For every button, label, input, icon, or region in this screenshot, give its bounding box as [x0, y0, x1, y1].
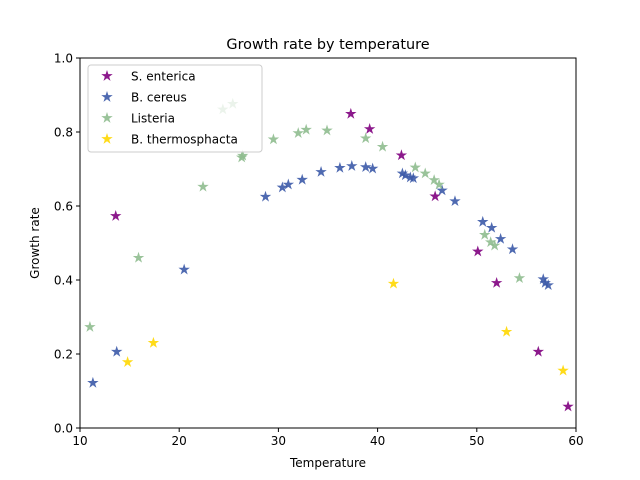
data-point-b-cereus-17	[449, 195, 461, 207]
data-point-s-enterica-4	[429, 190, 441, 202]
data-point-b-cereus-7	[315, 165, 327, 177]
series-s-enterica	[110, 107, 574, 412]
data-point-b-cereus-16	[436, 184, 448, 196]
data-point-b-cereus-13	[399, 169, 412, 181]
data-point-listeria-10	[321, 124, 333, 136]
legend-label-b-thermosphacta: B. thermosphacta	[131, 132, 238, 146]
data-point-s-enterica-5	[472, 245, 484, 257]
data-point-listeria-13	[409, 161, 421, 173]
data-point-b-cereus-18	[477, 215, 489, 227]
data-points	[84, 97, 574, 412]
data-point-b-thermosphacta-3	[500, 325, 513, 337]
data-point-b-cereus-19	[485, 221, 498, 233]
y-axis-ticks: 0.0 0.2 0.4 0.6 0.8 1.0	[54, 51, 80, 435]
data-point-b-cereus-23	[539, 276, 551, 288]
legend-label-listeria: Listeria	[131, 111, 175, 125]
y-axis-label: Growth rate	[28, 207, 42, 279]
legend-marker-b-cereus	[101, 91, 113, 102]
data-point-b-thermosphacta-4	[557, 364, 569, 376]
x-tick-label: 10	[72, 434, 87, 448]
data-point-listeria-7	[267, 133, 280, 145]
data-point-s-enterica-0	[110, 209, 122, 221]
data-point-b-cereus-5	[282, 178, 295, 190]
y-tick-label: 0.0	[54, 421, 73, 435]
data-point-listeria-11	[359, 132, 372, 144]
data-point-b-cereus-6	[296, 173, 308, 185]
data-point-s-enterica-3	[395, 149, 408, 161]
data-point-listeria-14	[419, 167, 431, 179]
data-point-b-cereus-3	[259, 190, 272, 202]
x-tick-label: 20	[172, 434, 187, 448]
y-tick-label: 0.8	[54, 125, 73, 139]
data-point-b-cereus-4	[276, 181, 289, 193]
y-tick-label: 0.4	[54, 273, 73, 287]
data-point-listeria-2	[197, 180, 209, 192]
series-b-cereus	[87, 160, 554, 388]
data-point-b-thermosphacta-2	[387, 277, 400, 289]
data-point-b-cereus-10	[359, 161, 372, 172]
data-point-b-cereus-20	[494, 232, 507, 244]
data-point-b-cereus-21	[506, 243, 519, 255]
data-point-listeria-8	[292, 127, 304, 138]
data-point-s-enterica-6	[490, 276, 503, 288]
y-tick-label: 0.6	[54, 199, 73, 213]
x-tick-label: 50	[469, 434, 484, 448]
data-point-listeria-0	[84, 320, 96, 332]
data-point-listeria-18	[484, 236, 497, 248]
data-point-s-enterica-2	[363, 123, 376, 134]
legend-marker-listeria	[101, 112, 113, 123]
legend: S. enterica B. cereus Listeria B. thermosph…	[87, 64, 263, 153]
x-axis-ticks: 10 20 30 40 50 60	[72, 428, 584, 448]
data-point-listeria-17	[479, 228, 491, 240]
x-tick-label: 30	[271, 434, 286, 448]
legend-marker-b-thermosphacta	[101, 133, 113, 144]
data-point-b-cereus-11	[366, 162, 379, 174]
legend-label-s-enterica: S. enterica	[131, 69, 196, 83]
data-point-b-cereus-0	[87, 376, 99, 388]
data-point-listeria-20	[513, 272, 526, 283]
data-point-b-thermosphacta-0	[121, 356, 134, 367]
data-point-b-cereus-22	[537, 273, 549, 285]
x-axis-label: Temperature	[289, 456, 366, 470]
data-point-b-cereus-9	[346, 160, 358, 171]
plot-frame	[79, 57, 577, 429]
data-point-s-enterica-7	[532, 345, 545, 357]
data-point-b-cereus-24	[542, 279, 554, 291]
data-point-s-enterica-8	[562, 400, 574, 412]
x-tick-label: 60	[568, 434, 583, 448]
data-point-b-thermosphacta-1	[147, 336, 160, 348]
data-point-listeria-6	[236, 149, 249, 161]
legend-box	[87, 64, 263, 153]
data-point-s-enterica-1	[345, 107, 357, 119]
data-point-b-cereus-15	[407, 172, 420, 184]
data-point-listeria-19	[488, 239, 501, 251]
data-point-b-cereus-1	[111, 345, 123, 357]
y-tick-label: 1.0	[54, 51, 73, 65]
chart-title: Growth rate by temperature	[226, 37, 429, 53]
data-point-b-cereus-8	[334, 161, 346, 173]
y-tick-label: 0.2	[54, 347, 73, 361]
data-point-b-cereus-2	[178, 263, 190, 275]
data-point-listeria-16	[433, 178, 445, 190]
x-tick-label: 40	[370, 434, 385, 448]
data-point-listeria-12	[376, 140, 389, 152]
data-point-listeria-15	[428, 174, 440, 185]
legend-marker-s-enterica	[101, 70, 113, 81]
data-point-listeria-1	[132, 251, 145, 263]
series-b-thermosphacta	[121, 277, 569, 376]
data-point-listeria-9	[300, 123, 312, 135]
legend-label-b-cereus: B. cereus	[131, 90, 187, 104]
data-point-b-cereus-12	[396, 167, 409, 179]
